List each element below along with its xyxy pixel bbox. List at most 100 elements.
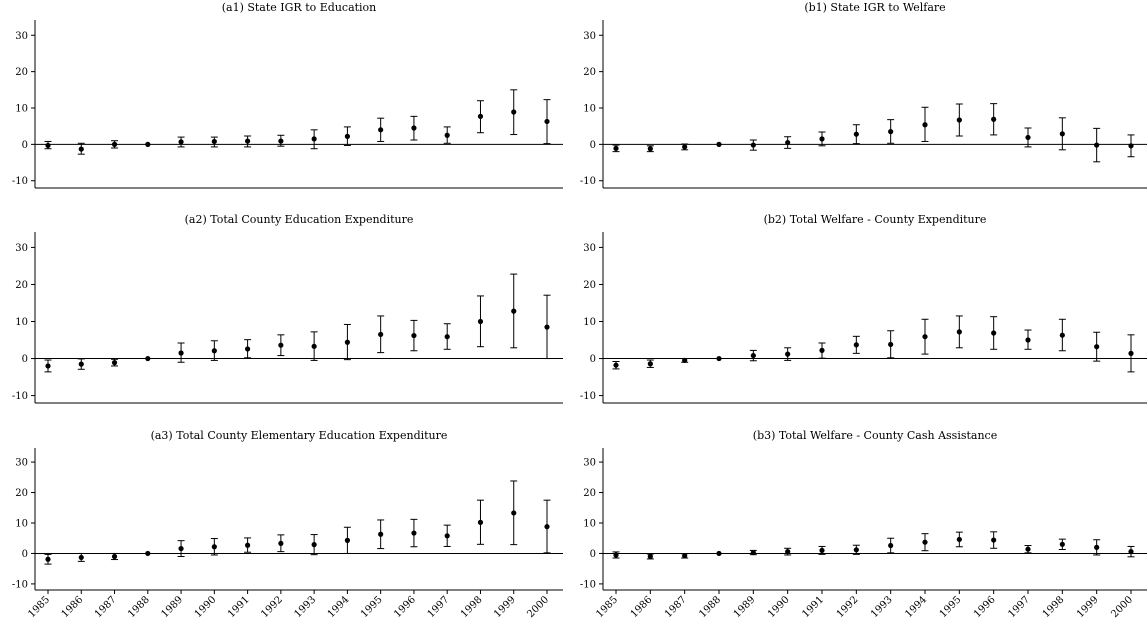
data-point xyxy=(45,556,51,562)
data-point xyxy=(211,348,217,354)
data-point xyxy=(991,537,997,543)
panel-a3: (a3) Total County Elementary Education E… xyxy=(12,429,563,620)
panel-a2: (a2) Total County Education Expenditure -… xyxy=(12,213,563,404)
panel-title: (b3) Total Welfare - County Cash Assista… xyxy=(753,429,997,442)
data-point xyxy=(750,142,756,148)
y-tick-label: 30 xyxy=(583,243,596,254)
y-tick-label: 10 xyxy=(583,104,596,115)
data-point xyxy=(647,553,653,560)
y-tick-label: 10 xyxy=(15,104,28,115)
data-point xyxy=(378,531,384,537)
data-point xyxy=(544,118,550,125)
x-tick-label: 1990 xyxy=(193,594,219,620)
data-point xyxy=(1025,134,1031,141)
data-point xyxy=(853,342,859,348)
panel-b1: (b1) State IGR to Welfare -10 0 10 20 30 xyxy=(580,1,1147,189)
panel-title: (a2) Total County Education Expenditure xyxy=(185,213,414,226)
data-point xyxy=(477,113,484,119)
data-point xyxy=(444,132,450,138)
data-point xyxy=(682,357,688,363)
data-point xyxy=(1094,142,1100,148)
data-point xyxy=(444,533,450,539)
data-point xyxy=(245,138,251,144)
data-point xyxy=(178,545,184,552)
data-point xyxy=(411,125,417,131)
x-tick-label: 1985 xyxy=(26,594,52,620)
x-tick-label: 1989 xyxy=(159,594,185,620)
x-tick-label: 1995 xyxy=(359,594,385,620)
data-point xyxy=(544,324,550,330)
y-tick-label: -10 xyxy=(580,579,596,590)
data-point xyxy=(956,536,962,543)
data-point xyxy=(613,145,619,151)
data-point xyxy=(956,329,962,335)
data-point xyxy=(819,136,825,142)
data-point xyxy=(991,116,997,122)
x-tick-label: 1988 xyxy=(697,594,723,620)
x-tick-label: 2000 xyxy=(1109,594,1135,620)
data-point xyxy=(78,554,84,561)
x-tick-label: 1996 xyxy=(972,594,998,620)
y-tick-label: 10 xyxy=(583,519,596,530)
x-tick-label: 1987 xyxy=(93,594,119,620)
data-point xyxy=(211,138,217,145)
data-point xyxy=(78,361,84,367)
panel-title: (a3) Total County Elementary Education E… xyxy=(151,429,448,442)
data-point xyxy=(311,136,317,142)
data-point xyxy=(378,331,384,338)
y-tick-label: -10 xyxy=(12,176,28,187)
data-point xyxy=(145,550,151,557)
data-point xyxy=(211,544,217,550)
data-point xyxy=(647,361,653,367)
x-tick-label: 1997 xyxy=(426,594,452,620)
panel-a1: (a1) State IGR to Education -10 0 10 20 30 xyxy=(12,1,563,189)
data-point xyxy=(922,539,928,545)
data-point xyxy=(613,362,619,368)
y-tick-label: 10 xyxy=(583,317,596,328)
data-point xyxy=(111,141,118,147)
panel-title: (b1) State IGR to Welfare xyxy=(804,1,945,14)
data-point xyxy=(344,537,350,543)
x-tick-label: 1993 xyxy=(292,594,318,620)
y-tick-label: 20 xyxy=(583,67,596,78)
y-tick-label: 20 xyxy=(583,488,596,499)
data-point xyxy=(477,318,484,325)
data-point xyxy=(1059,541,1065,547)
y-tick-label: 0 xyxy=(22,140,28,151)
panel-title: (a1) State IGR to Education xyxy=(222,1,377,14)
x-tick-label: 1999 xyxy=(492,594,518,620)
x-tick-label: 2000 xyxy=(525,594,551,620)
data-point xyxy=(888,542,894,549)
y-tick-label: 30 xyxy=(15,243,28,254)
panel-b2: (b2) Total Welfare - County Expenditure -… xyxy=(580,213,1147,404)
data-point xyxy=(819,347,825,353)
data-point xyxy=(956,117,962,123)
data-point xyxy=(511,510,517,516)
data-point xyxy=(245,542,251,548)
y-tick-label: 30 xyxy=(15,31,28,42)
data-point xyxy=(750,549,756,556)
x-tick-label: 1993 xyxy=(869,594,895,620)
data-point xyxy=(178,350,184,356)
data-point xyxy=(111,360,118,366)
x-tick-label: 1990 xyxy=(766,594,792,620)
x-tick-label: 1994 xyxy=(326,594,352,620)
data-point xyxy=(411,332,417,339)
x-tick-label: 1988 xyxy=(126,594,152,620)
x-tick-label: 1997 xyxy=(1006,594,1032,620)
y-tick-label: 0 xyxy=(590,140,596,151)
data-point xyxy=(1128,350,1134,356)
data-point xyxy=(1059,332,1065,338)
y-tick-label: 20 xyxy=(583,280,596,291)
data-point xyxy=(178,139,184,145)
data-point xyxy=(78,146,84,152)
x-tick-label: 1986 xyxy=(629,594,655,620)
data-point xyxy=(511,308,517,314)
data-point xyxy=(716,355,722,362)
y-tick-label: 0 xyxy=(22,354,28,365)
data-point xyxy=(682,144,688,150)
y-tick-label: -10 xyxy=(580,391,596,402)
data-point xyxy=(613,552,619,558)
x-tick-label: 1998 xyxy=(1041,594,1067,620)
